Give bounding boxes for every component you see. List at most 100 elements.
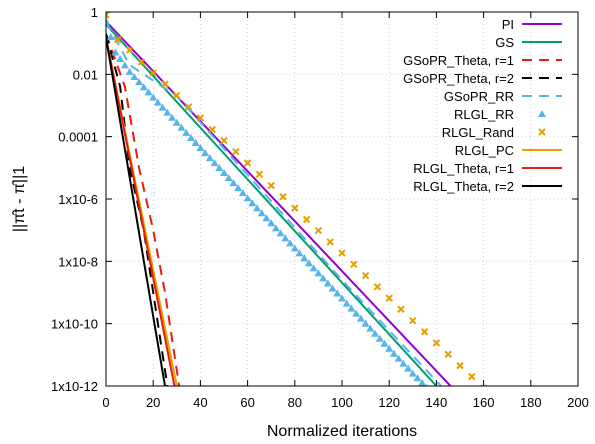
x-tick-label: 60 (240, 395, 254, 410)
series-point-rlgl-rand (302, 215, 311, 224)
legend-swatch-rlgl-rr (538, 110, 546, 117)
series-point-rlgl-rr (106, 17, 110, 25)
series-point-rlgl-rr (116, 54, 125, 62)
series-point-rlgl-rr (347, 304, 356, 312)
series-point-rlgl-rand (255, 170, 264, 179)
series-point-rlgl-rr (111, 48, 120, 56)
series-point-rlgl-rr (243, 194, 252, 202)
series-rlgl-theta-r-1 (106, 37, 176, 386)
series-point-rlgl-rr (366, 324, 375, 332)
series-point-rlgl-rr (408, 369, 417, 377)
series-point-rlgl-rr (356, 314, 365, 322)
series-point-rlgl-rr (385, 344, 394, 352)
x-tick-label: 80 (288, 395, 302, 410)
series-line-gsopr-theta-r-2 (106, 33, 169, 386)
series-point-rlgl-rr (120, 61, 129, 69)
series-point-rlgl-rr (309, 264, 318, 272)
series-point-rlgl-rand (243, 159, 252, 167)
x-tick-label: 100 (331, 395, 353, 410)
series-point-rlgl-rr (149, 93, 158, 101)
y-tick-label: 1x10-10 (51, 317, 98, 332)
series-point-rlgl-rand (373, 283, 382, 291)
series-point-rlgl-rr (404, 364, 413, 372)
x-tick-label: 140 (426, 395, 448, 410)
y-tick-label: 0.01 (73, 67, 98, 82)
x-axis-label: Normalized iterations (267, 423, 417, 440)
series-point-rlgl-rr (186, 133, 195, 141)
series-point-rlgl-rr (257, 209, 266, 217)
series-point-rlgl-rand (409, 316, 417, 325)
series-rlgl-rand (106, 12, 488, 386)
series-point-rlgl-rr (168, 113, 177, 121)
legend-label-rlgl-rr: RLGL_RR (454, 107, 514, 122)
series-point-rlgl-rand (326, 238, 334, 246)
series-point-rlgl-rand (125, 46, 134, 54)
series-line-rlgl-theta-r-1 (106, 37, 176, 386)
series-layer (106, 12, 488, 386)
y-tick-label: 0.0001 (58, 130, 98, 145)
series-point-rlgl-rr (290, 244, 299, 252)
series-point-rlgl-rr (262, 214, 271, 222)
legend-label-gs: GS (495, 35, 514, 50)
series-rlgl-theta-r-2 (106, 37, 166, 386)
series-point-rlgl-rand (385, 294, 393, 302)
series-point-rlgl-rand (161, 80, 169, 88)
series-line-pi (106, 20, 452, 386)
series-point-rlgl-rr (361, 319, 370, 327)
series-point-rlgl-rr (286, 239, 295, 247)
series-point-rlgl-rr (425, 383, 429, 386)
series-point-rlgl-rand (137, 58, 146, 66)
series-point-rlgl-rand (291, 204, 299, 212)
series-point-rlgl-rr (319, 274, 328, 282)
legend-label-rlgl-theta-r-1: RLGL_Theta, r=1 (413, 161, 514, 176)
series-point-rlgl-rr (418, 379, 427, 386)
series-gsopr-theta-r-1 (106, 33, 181, 386)
series-point-rlgl-rr (338, 294, 346, 302)
series-point-rlgl-rr (276, 229, 285, 237)
series-point-rlgl-rr (371, 329, 380, 337)
series-point-rlgl-rand (468, 372, 476, 381)
series-point-rlgl-rand (314, 226, 323, 235)
series-point-rlgl-rr (135, 78, 144, 86)
series-point-rlgl-rr (314, 269, 323, 277)
ticks: 0 20 40 60 80 100 120 140 160 180 200 1 0.01 0.0001 1x… (51, 5, 589, 410)
series-point-rlgl-rr (144, 88, 153, 96)
y-axis-label: ||π̂t - π̂||1 (11, 166, 28, 232)
series-point-rlgl-rand (350, 260, 358, 269)
series-point-rlgl-rr (139, 83, 148, 91)
series-point-rlgl-rr (271, 224, 280, 232)
series-point-rlgl-rand (361, 271, 370, 280)
series-point-rlgl-rr (234, 184, 243, 192)
series-point-rlgl-rr (333, 289, 342, 297)
grid (106, 12, 578, 386)
series-point-rlgl-rand (267, 181, 275, 190)
series-point-rlgl-rand (456, 361, 464, 370)
x-tick-label: 0 (102, 395, 109, 410)
series-point-rlgl-rr (342, 299, 351, 307)
y-tick-label: 1 (91, 5, 98, 20)
series-point-rlgl-rr (394, 354, 403, 362)
series-point-rlgl-rr (210, 159, 219, 167)
series-point-rlgl-rr (163, 108, 172, 116)
series-point-rlgl-rr (215, 164, 224, 172)
y-tick-label: 1x10-6 (58, 192, 98, 207)
series-point-rlgl-rand (338, 249, 346, 257)
series-point-rlgl-rr (125, 67, 134, 75)
series-point-rlgl-rr (304, 259, 313, 267)
legend-label-gsopr-theta-r-2: GSoPR_Theta, r=2 (403, 71, 514, 86)
series-point-rlgl-rr (201, 149, 210, 157)
series-point-rlgl-rr (380, 339, 389, 347)
series-point-rlgl-rr (177, 123, 186, 131)
series-point-rlgl-rand (184, 103, 193, 111)
series-point-rlgl-rr (182, 128, 191, 136)
legend-label-rlgl-pc: RLGL_PC (455, 143, 514, 158)
x-tick-label: 120 (378, 395, 400, 410)
series-point-rlgl-rand (420, 328, 429, 336)
series-point-rlgl-rr (413, 374, 422, 382)
series-point-rlgl-rr (172, 118, 181, 126)
series-point-rlgl-rr (300, 254, 309, 262)
x-tick-label: 180 (520, 395, 542, 410)
series-point-rlgl-rand (279, 193, 287, 201)
y-tick-label: 1x10-12 (51, 379, 98, 394)
